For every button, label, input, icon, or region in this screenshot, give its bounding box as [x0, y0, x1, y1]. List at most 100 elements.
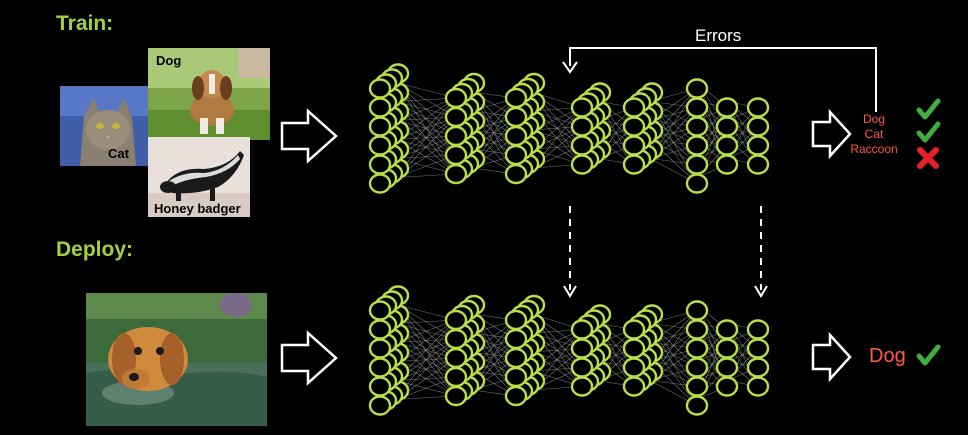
train-output-arrow	[811, 108, 852, 160]
neuron	[746, 116, 770, 137]
neuron	[368, 300, 392, 321]
errors-feedback-arrow	[569, 47, 877, 112]
layer-7	[746, 97, 770, 175]
neuron	[570, 135, 594, 156]
dog-caption: Dog	[156, 53, 182, 68]
deploy-output-arrow	[811, 331, 852, 383]
layer-4	[622, 304, 664, 397]
neuron	[685, 338, 709, 359]
neuron	[504, 309, 528, 331]
layer-6	[715, 97, 739, 175]
neuron	[622, 97, 646, 118]
neuron	[685, 116, 709, 137]
neuron	[504, 106, 528, 128]
neuron	[685, 300, 709, 321]
deploy-input-arrow	[280, 330, 338, 386]
neuron	[504, 385, 528, 407]
neuron	[570, 116, 594, 137]
neuron	[444, 366, 468, 388]
neuron	[622, 319, 646, 340]
neuron	[715, 135, 739, 156]
honey-badger-photo	[148, 137, 250, 217]
neuron	[622, 135, 646, 156]
neuron	[685, 319, 709, 340]
neuron	[746, 135, 770, 156]
layer-0	[368, 285, 410, 416]
neuron	[504, 163, 528, 185]
neuron	[685, 173, 709, 194]
neuron	[685, 357, 709, 378]
neuron	[685, 135, 709, 156]
neuron	[622, 338, 646, 359]
neuron	[715, 154, 739, 175]
neuron	[444, 106, 468, 128]
neuron	[368, 357, 392, 378]
layer-6	[715, 319, 739, 397]
neuron	[444, 144, 468, 166]
neuron	[622, 154, 646, 175]
neuron	[685, 78, 709, 99]
layer-5	[685, 300, 709, 416]
deploy-output-label: Dog	[869, 345, 906, 367]
neuron	[444, 309, 468, 331]
deploy-neural-network	[368, 285, 770, 416]
neuron	[504, 328, 528, 350]
neuron	[570, 376, 594, 397]
weights-transfer-arrowhead-left	[563, 285, 577, 298]
neuron	[368, 78, 392, 99]
layer-0	[368, 63, 410, 194]
neuron	[368, 319, 392, 340]
honey-badger-caption: Honey badger	[154, 201, 241, 216]
neuron	[715, 376, 739, 397]
neuron	[444, 347, 468, 369]
neuron	[715, 116, 739, 137]
neuron	[746, 319, 770, 340]
neuron	[715, 319, 739, 340]
neuron	[504, 125, 528, 147]
layer-3	[570, 82, 612, 175]
neuron	[715, 357, 739, 378]
layer-2	[504, 72, 546, 185]
neuron	[685, 154, 709, 175]
neuron	[570, 97, 594, 118]
neuron	[444, 385, 468, 407]
errors-label: Errors	[695, 26, 742, 45]
neuron	[368, 154, 392, 175]
neuron	[746, 97, 770, 118]
neuron	[570, 357, 594, 378]
neuron	[504, 347, 528, 369]
neuron	[746, 338, 770, 359]
neuron	[570, 154, 594, 175]
neuron	[746, 357, 770, 378]
neuron	[504, 144, 528, 166]
layer-5	[685, 78, 709, 194]
errors-feedback-arrowhead	[562, 61, 578, 74]
train-output-raccoon: Raccoon	[850, 142, 898, 156]
train-output-dog: Dog	[862, 112, 885, 126]
train-output-cat: Cat	[864, 127, 884, 141]
neuron	[685, 376, 709, 397]
train-neural-network	[368, 63, 770, 194]
neuron	[368, 116, 392, 137]
neuron	[746, 376, 770, 397]
neuron	[504, 366, 528, 388]
neuron	[622, 376, 646, 397]
dog-photo	[148, 48, 270, 140]
neuron	[368, 135, 392, 156]
cat-photo	[60, 86, 152, 166]
train-result-1-check-icon	[916, 121, 941, 143]
deploy-label: Deploy:	[56, 238, 134, 261]
neuron	[368, 173, 392, 194]
train-input-arrow	[280, 108, 338, 164]
neuron	[368, 376, 392, 397]
layer-1	[444, 72, 486, 185]
layer-7	[746, 319, 770, 397]
neuron	[570, 319, 594, 340]
layer-1	[444, 294, 486, 407]
neuron	[715, 338, 739, 359]
neuron	[570, 338, 594, 359]
train-result-2-cross-icon	[917, 147, 939, 169]
neuron	[444, 163, 468, 185]
